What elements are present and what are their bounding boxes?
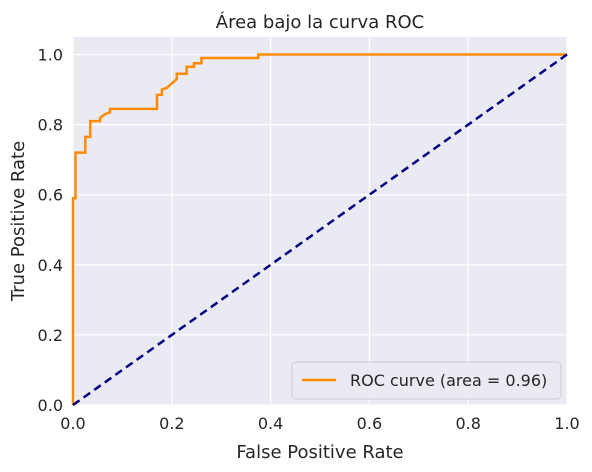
grid-lines [72,37,568,406]
diagonal-reference-line [72,53,568,407]
y-tick-label: 0.4 [38,256,63,275]
legend-label-roc: ROC curve (area = 0.96) [350,371,547,390]
y-tick-label: 0.2 [38,326,63,345]
x-tick-label: 0.4 [258,414,283,433]
series-layer [71,53,568,407]
legend-box [291,361,562,400]
legend: ROC curve (area = 0.96) [291,361,562,400]
x-axis-label: False Positive Rate [236,442,403,463]
tick-labels: 0.0 0.2 0.4 0.6 0.8 1.0 0.0 0.2 0.4 0.6 0.8 1.0 [38,46,580,433]
roc-curve-line [71,53,567,405]
x-tick-label: 0.8 [455,414,480,433]
y-tick-label: 0.0 [38,396,63,415]
x-tick-label: 0.0 [60,414,85,433]
y-tick-label: 0.6 [38,186,63,205]
x-tick-label: 0.2 [159,414,184,433]
chart-title: Área bajo la curva ROC [216,11,424,33]
y-axis-label: True Positive Rate [8,141,29,302]
x-tick-label: 0.6 [357,414,382,433]
y-tick-label: 1.0 [38,46,63,65]
x-tick-label: 1.0 [554,414,579,433]
plot-background [73,37,567,405]
y-tick-label: 0.8 [38,116,63,135]
